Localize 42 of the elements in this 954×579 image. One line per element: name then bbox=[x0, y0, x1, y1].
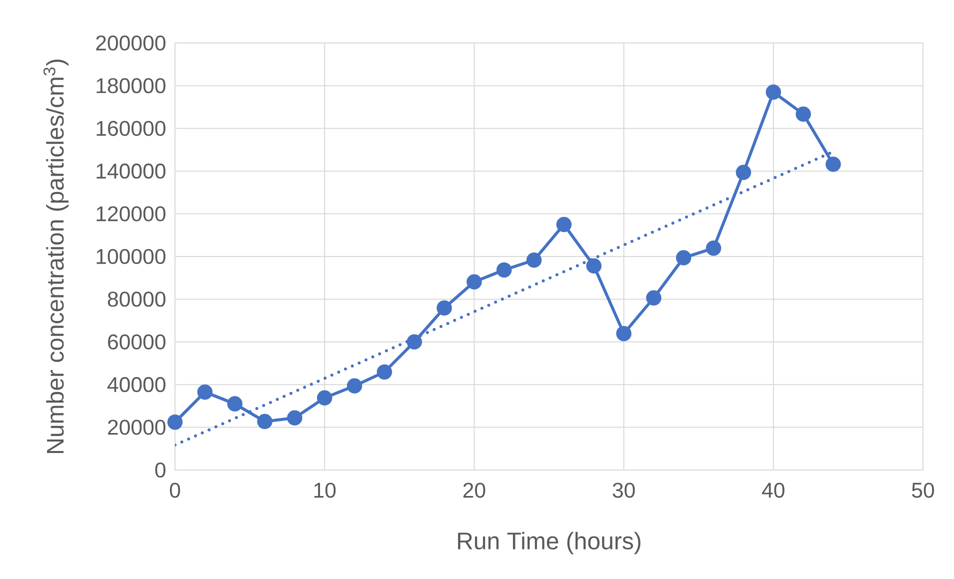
point bbox=[227, 396, 242, 412]
point bbox=[556, 216, 572, 232]
y-tick-label: 160000 bbox=[96, 120, 166, 136]
x-tick-label: 10 bbox=[314, 482, 336, 498]
point bbox=[616, 326, 632, 342]
y-tick-label: 120000 bbox=[96, 206, 166, 222]
y-tick-label: 40000 bbox=[107, 377, 166, 392]
point bbox=[826, 156, 841, 172]
point bbox=[796, 106, 811, 122]
point bbox=[466, 274, 482, 290]
point bbox=[376, 364, 392, 380]
y-tick-label: 80000 bbox=[108, 292, 166, 307]
point bbox=[257, 414, 272, 430]
point bbox=[586, 258, 602, 274]
y-tick-label: 200000 bbox=[96, 35, 166, 51]
y-axis-title: Number concentration (particles/cm$^{3}$) bbox=[43, 60, 69, 453]
point bbox=[676, 250, 692, 266]
point bbox=[167, 414, 183, 430]
point bbox=[496, 262, 512, 278]
x-tick-label: 0 bbox=[170, 482, 180, 498]
point bbox=[436, 300, 452, 316]
y-tick-label: 140000 bbox=[96, 164, 166, 179]
y-tick-label: 100000 bbox=[96, 248, 166, 264]
x-tick-label: 30 bbox=[612, 482, 635, 498]
point bbox=[316, 390, 332, 406]
point bbox=[736, 164, 752, 180]
point bbox=[526, 252, 542, 268]
x-tick-label: 20 bbox=[463, 482, 486, 498]
y-tick-label: 20000 bbox=[108, 420, 166, 435]
point bbox=[287, 410, 302, 426]
point bbox=[766, 84, 782, 100]
y-tick-label: 60000 bbox=[108, 334, 166, 350]
point bbox=[197, 384, 213, 400]
x-tick-label: 50 bbox=[912, 482, 934, 498]
x-axis-title: Run Time (hours) bbox=[458, 532, 640, 554]
y-tick-label: 180000 bbox=[96, 78, 166, 94]
point bbox=[646, 290, 662, 306]
point bbox=[706, 240, 722, 256]
x-tick-label: 40 bbox=[762, 482, 784, 498]
point bbox=[346, 378, 362, 394]
y-tick-label: 0 bbox=[155, 462, 166, 478]
point bbox=[406, 334, 422, 350]
